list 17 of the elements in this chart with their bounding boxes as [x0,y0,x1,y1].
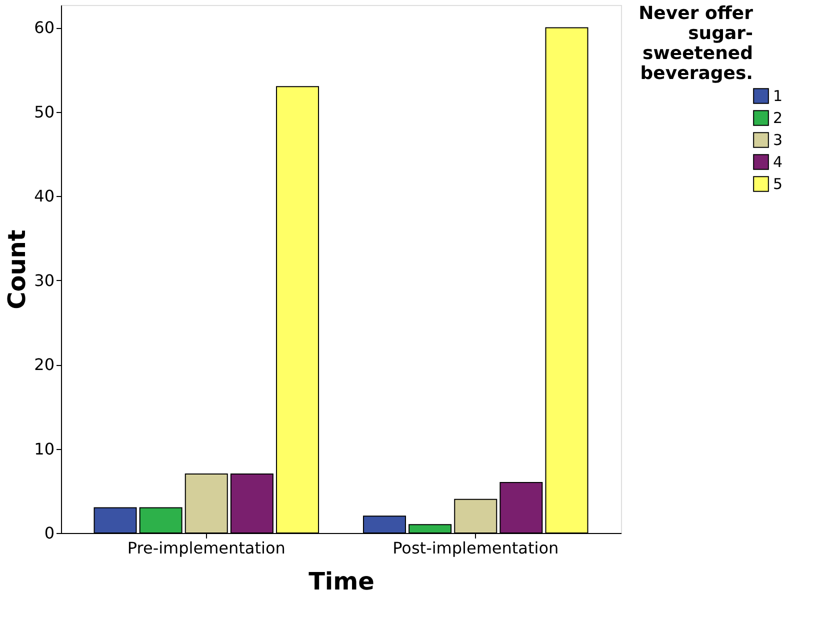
y-tick-label: 50 [34,102,54,122]
x-tick-label: Pre-implementation [127,538,286,558]
legend-label: 2 [773,109,783,127]
legend-title: Never offer sugar-sweetened beverages. [638,3,754,84]
y-tick-label: 20 [34,355,54,374]
y-axis-title: Count [3,230,32,310]
y-tick-label: 60 [34,18,54,38]
legend-label: 5 [773,175,783,193]
legend-label: 3 [773,131,783,149]
y-tick-label: 10 [34,439,54,458]
x-axis-title: Time [308,568,374,596]
x-tick-label: Post-implementation [392,538,559,558]
y-tick-label: 0 [44,524,54,542]
legend-label: 1 [773,87,783,105]
y-tick-label: 30 [34,270,54,290]
legend-label: 4 [773,153,783,171]
y-tick-label: 40 [34,186,54,206]
